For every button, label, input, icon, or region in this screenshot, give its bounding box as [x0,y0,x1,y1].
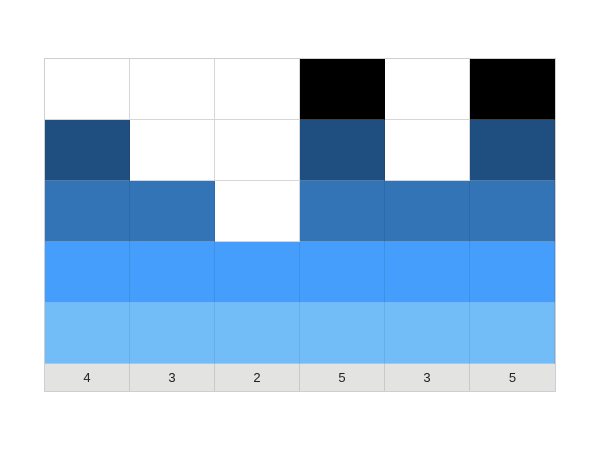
grid-cell-medium-blue[interactable] [385,181,470,242]
grid-cell-light-blue[interactable] [300,303,385,364]
grid-cell-dark-blue[interactable] [300,120,385,181]
grid-cell-dark-blue[interactable] [470,120,555,181]
column-count-label: 2 [215,364,300,391]
grid-cell-empty[interactable] [45,59,130,120]
grid-row [45,242,555,303]
grid-cell-bright-blue[interactable] [130,242,215,303]
grid-cell-medium-blue[interactable] [45,181,130,242]
grid-cell-empty[interactable] [215,181,300,242]
grid-cell-bright-blue[interactable] [385,242,470,303]
column-count-label: 5 [300,364,385,391]
grid-row [45,303,555,364]
grid-cell-bright-blue[interactable] [470,242,555,303]
grid-cell-light-blue[interactable] [130,303,215,364]
grid-row [45,120,555,181]
column-count-label: 4 [45,364,130,391]
grid-cell-medium-blue[interactable] [300,181,385,242]
grid-cell-black[interactable] [300,59,385,120]
grid-cell-empty[interactable] [385,120,470,181]
grid-cell-light-blue[interactable] [470,303,555,364]
column-count-label: 3 [130,364,215,391]
grid-cell-medium-blue[interactable] [130,181,215,242]
grid-cell-light-blue[interactable] [385,303,470,364]
grid-cell-light-blue[interactable] [45,303,130,364]
column-count-label: 3 [385,364,470,391]
grid-cell-empty[interactable] [215,59,300,120]
grid-cell-dark-blue[interactable] [45,120,130,181]
grid-cell-bright-blue[interactable] [45,242,130,303]
grid-cell-black[interactable] [470,59,555,120]
grid-cell-medium-blue[interactable] [470,181,555,242]
grid-cell-bright-blue[interactable] [300,242,385,303]
grid-row [45,181,555,242]
grid-cell-bright-blue[interactable] [215,242,300,303]
grid-cell-empty[interactable] [130,59,215,120]
grid-row [45,59,555,120]
column-count-label: 5 [508,370,517,385]
grid-cell-empty[interactable] [215,120,300,181]
grid-cell-empty[interactable] [130,120,215,181]
grid-cell-light-blue[interactable] [215,303,300,364]
grid-cell-empty[interactable] [385,59,470,120]
